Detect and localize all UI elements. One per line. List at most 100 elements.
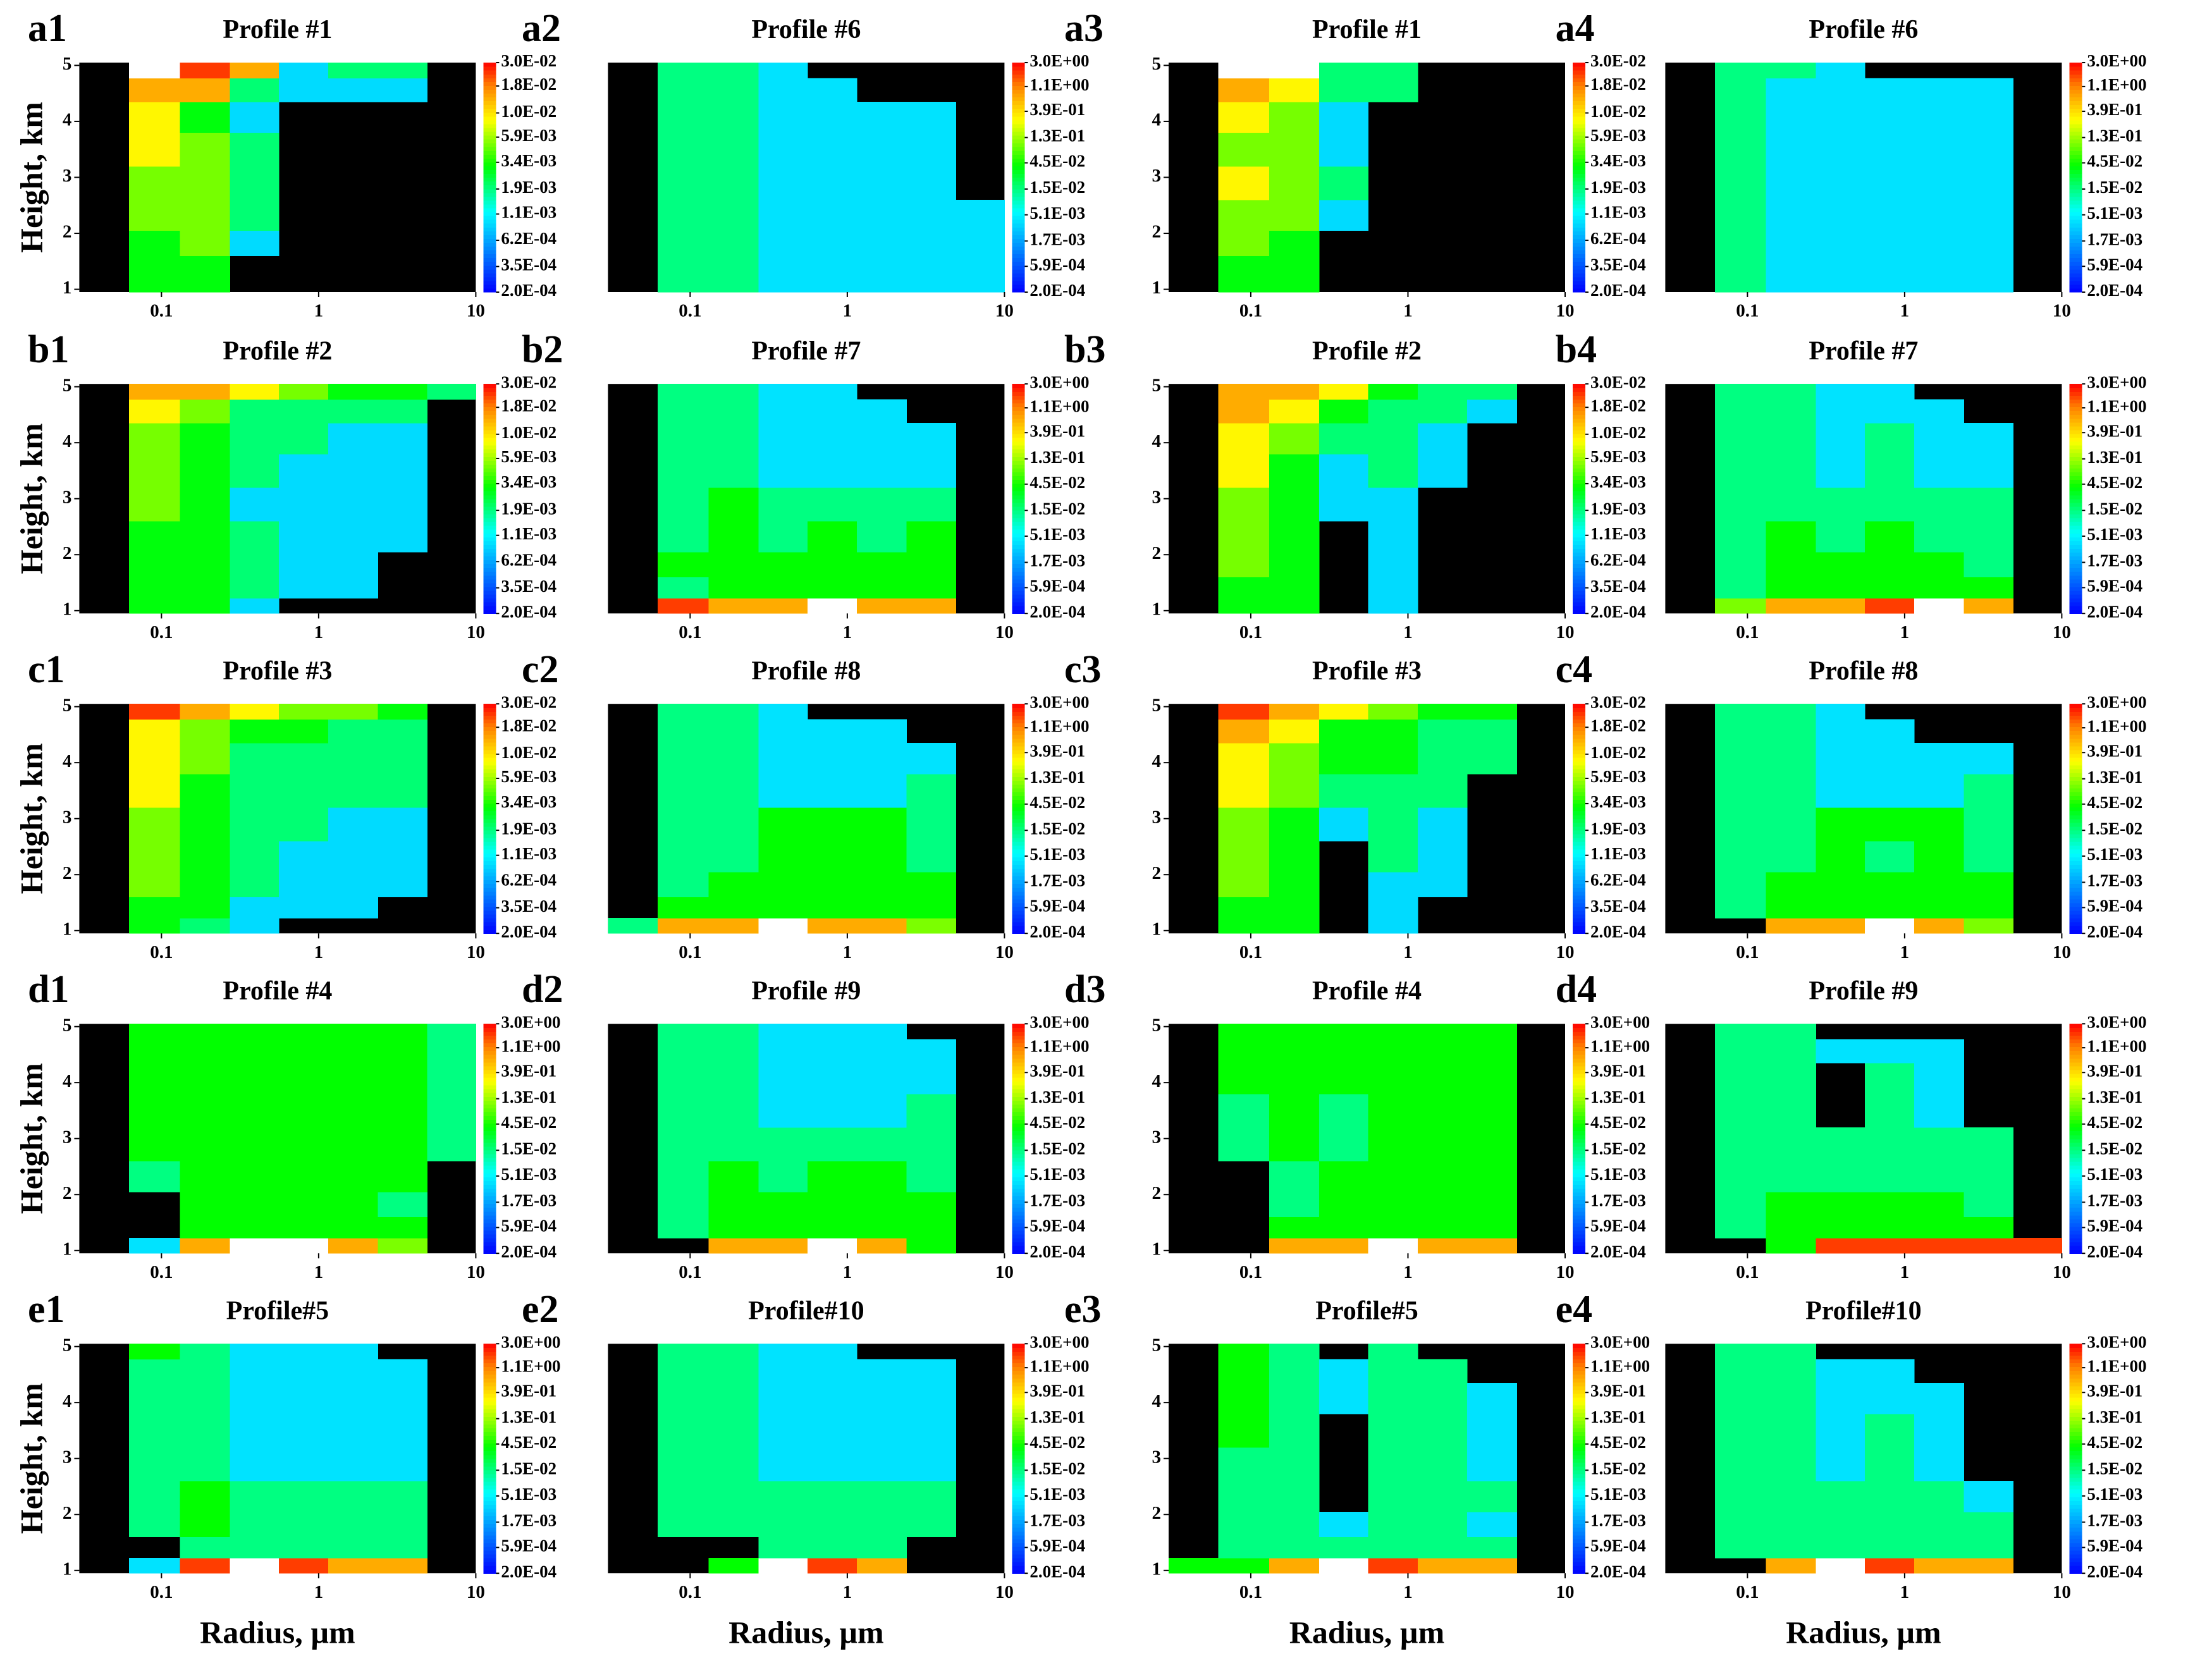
colorbar-segment [483, 1435, 496, 1440]
colorbar-segment [2069, 773, 2082, 777]
colorbar-tick-label: 3.9E-01 [1029, 741, 1085, 760]
heat-cell [129, 551, 180, 578]
colorbar-segment [2069, 231, 2082, 235]
colorbar-segment [2069, 719, 2082, 724]
heat-cell [328, 1237, 378, 1254]
colorbar-segment [483, 414, 496, 419]
heat-cell [1269, 1447, 1320, 1481]
heat-cell [279, 1161, 329, 1193]
colorbar-segment [483, 1100, 496, 1105]
colorbar-tick-label: 1.3E-01 [501, 1088, 556, 1107]
heat-cell [1319, 1217, 1369, 1239]
colorbar-segment [2069, 780, 2082, 785]
colorbar-segment [1573, 610, 1585, 614]
heat-cell [1417, 1481, 1468, 1512]
colorbar-segment [1012, 143, 1025, 147]
heat-cell [129, 1557, 180, 1574]
heat-cell [1269, 1024, 1320, 1040]
heat-cell [1865, 423, 1915, 455]
colorbar-segment [1573, 1234, 1585, 1239]
heat-cell [1964, 230, 2014, 256]
colorbar-segment [2069, 1096, 2082, 1101]
colorbar-segment [2069, 1405, 2082, 1409]
heat-cell [1368, 871, 1418, 898]
heat-cell [708, 101, 759, 133]
colorbar-segment [483, 1439, 496, 1444]
colorbar-segment [1012, 433, 1025, 438]
heat-cell [906, 1161, 957, 1193]
colorbar-segment [2069, 479, 2082, 484]
panel-title: Profile #6 [1809, 15, 1918, 44]
colorbar-segment [2069, 715, 2082, 720]
colorbar-segment [1012, 1134, 1025, 1139]
y-tick-label: 3 [1152, 1447, 1162, 1467]
heat-cell [658, 166, 709, 200]
heat-cell [658, 63, 709, 78]
colorbar-segment [2069, 880, 2082, 885]
heat-cell [808, 199, 857, 231]
x-tick-label: 0.1 [679, 301, 701, 321]
heat-cell [1319, 166, 1369, 200]
heat-cell [230, 453, 280, 488]
heat-cell [808, 1191, 857, 1218]
heat-cell [708, 521, 759, 553]
colorbar-segment [1573, 384, 1585, 388]
heat-cell [1466, 384, 1517, 400]
colorbar-segment [1573, 200, 1585, 205]
colorbar-segment [1573, 708, 1585, 712]
heat-cell [658, 1383, 709, 1414]
colorbar-segment [483, 422, 496, 427]
colorbar-segment [1012, 1196, 1025, 1201]
heat-cell [1269, 1063, 1320, 1094]
x-tick-label: 1 [843, 622, 852, 642]
colorbar-segment [483, 185, 496, 190]
heat-cell [1964, 166, 2014, 200]
colorbar-segment [483, 1550, 496, 1555]
colorbar-segment [2069, 177, 2082, 182]
colorbar-segment [1012, 1347, 1025, 1352]
colorbar-segment [1573, 544, 1585, 549]
colorbar-segment [483, 1146, 496, 1151]
colorbar-segment [483, 765, 496, 769]
heat-cell [1218, 551, 1270, 578]
colorbar-segment [483, 742, 496, 747]
heat-cell [1816, 917, 1865, 934]
heat-cell [1715, 1063, 1766, 1094]
colorbar-segment [2069, 78, 2082, 82]
colorbar-segment [1012, 586, 1025, 591]
colorbar-segment [2069, 1432, 2082, 1436]
heat-cell [279, 423, 329, 455]
colorbar-segment [1573, 1238, 1585, 1242]
colorbar-segment [1012, 1359, 1025, 1364]
heat-cell [129, 101, 180, 133]
heat-cell [180, 423, 230, 455]
x-axis-label: Radius, µm [1786, 1615, 1941, 1650]
heat-cell [906, 871, 957, 898]
panel: 0.1 1 103.0E+001.1E+003.9E-011.3E-014.5E-0… [1556, 968, 2147, 1282]
x-tick-label: 1 [1900, 301, 1910, 321]
colorbar-segment [483, 93, 496, 98]
colorbar-segment [483, 410, 496, 415]
colorbar-segment [1573, 918, 1585, 923]
colorbar-segment [2069, 1527, 2082, 1532]
heat-cell [808, 807, 857, 842]
x-tick-label: 10 [2053, 301, 2071, 321]
colorbar-segment [483, 1039, 496, 1044]
heat-cell [1269, 577, 1320, 599]
heat-cell [1816, 773, 1865, 808]
colorbar-segment [1012, 441, 1025, 446]
colorbar-segment [1573, 715, 1585, 720]
y-tick-label: 3 [63, 166, 72, 186]
colorbar-segment [2069, 418, 2082, 423]
colorbar-segment [1012, 567, 1025, 572]
colorbar-segment [483, 1569, 496, 1574]
heat-cell [808, 1024, 857, 1040]
colorbar-segment [2069, 1454, 2082, 1459]
heat-cell [1218, 487, 1270, 522]
colorbar-segment [2069, 849, 2082, 854]
colorbar-segment [2069, 602, 2082, 606]
heat-cell [1368, 1063, 1418, 1094]
colorbar-segment [1012, 196, 1025, 201]
